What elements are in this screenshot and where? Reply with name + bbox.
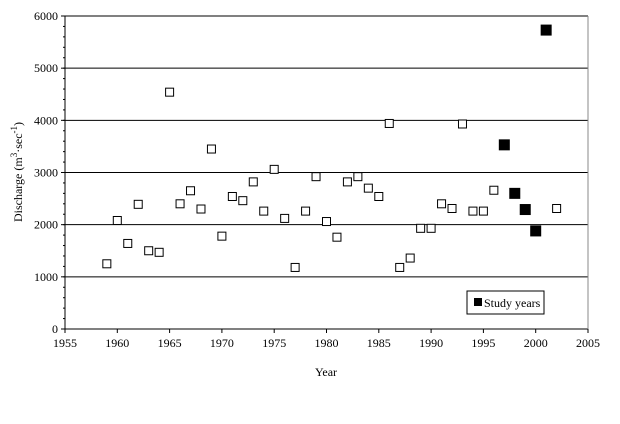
x-tick-label: 1970 (210, 336, 234, 350)
data-point-1989 (416, 223, 426, 233)
legend: Study years (466, 290, 545, 315)
data-point-1985 (374, 191, 384, 201)
data-point-1977 (290, 262, 300, 272)
data-points (102, 24, 562, 272)
legend-label: Study years (484, 296, 541, 310)
x-tick-label: 1965 (158, 336, 182, 350)
data-point-1961 (123, 238, 133, 248)
y-axis-label: Discharge (m3·sec-1) (9, 122, 25, 222)
study-year-point-1998 (509, 187, 521, 199)
data-point-1986 (384, 118, 394, 128)
x-tick-label: 2000 (524, 336, 548, 350)
study-year-point-1999 (519, 204, 531, 216)
y-tick-label: 1000 (34, 270, 58, 284)
y-tick-label: 4000 (34, 113, 58, 127)
data-point-1968 (196, 204, 206, 214)
data-point-1969 (206, 144, 216, 154)
data-point-1980 (322, 217, 331, 227)
data-point-1975 (269, 164, 279, 174)
data-point-2002 (552, 203, 562, 213)
study-year-point-2001 (540, 24, 552, 36)
data-point-1963 (144, 246, 154, 256)
data-point-1990 (426, 223, 436, 233)
data-point-1993 (457, 119, 467, 129)
x-tick-label: 1980 (315, 336, 339, 350)
x-tick-label: 1985 (367, 336, 391, 350)
y-tick-labels: 0 1000 2000 3000 4000 5000 6000 (34, 9, 58, 336)
data-point-1984 (363, 183, 373, 193)
x-tick-labels: 1955 1960 1965 1970 1975 1980 1985 1990 1995 2000… (53, 336, 600, 350)
data-point-1970 (217, 231, 227, 241)
data-point-1992 (447, 203, 457, 213)
data-point-1988 (405, 253, 415, 263)
data-point-1994 (468, 206, 478, 216)
y-tick-label: 2000 (34, 218, 58, 232)
data-point-1962 (133, 199, 143, 209)
study-year-point-2000 (530, 225, 542, 237)
data-point-1978 (301, 206, 311, 216)
data-point-1982 (342, 177, 352, 187)
data-point-1966 (175, 199, 185, 209)
data-point-1967 (186, 186, 196, 196)
data-point-1965 (165, 87, 175, 97)
y-tick-label: 0 (52, 322, 58, 336)
data-point-1972 (238, 196, 248, 206)
x-tick-label: 2005 (576, 336, 600, 350)
data-point-1996 (489, 185, 499, 195)
data-point-1979 (311, 172, 321, 182)
axes (61, 15, 589, 333)
y-tick-label: 3000 (34, 166, 58, 180)
data-point-1976 (280, 213, 290, 223)
y-tick-label: 6000 (34, 9, 58, 23)
data-point-1960 (112, 215, 122, 225)
legend-marker-filled-square (474, 298, 482, 306)
x-tick-label: 1990 (419, 336, 443, 350)
x-tick-label: 1995 (471, 336, 495, 350)
data-point-1959 (102, 259, 112, 269)
data-point-1974 (259, 206, 269, 216)
data-point-1973 (248, 177, 258, 187)
x-axis-label: Year (315, 365, 337, 379)
gridlines (65, 15, 588, 278)
data-point-1971 (227, 191, 237, 201)
legend-box (466, 290, 545, 315)
y-tick-label: 5000 (34, 61, 58, 75)
x-tick-label: 1955 (53, 336, 77, 350)
data-point-1983 (353, 172, 363, 182)
x-tick-label: 1960 (105, 336, 129, 350)
x-tick-label: 1975 (262, 336, 286, 350)
data-point-1987 (395, 262, 405, 272)
study-year-point-1997 (498, 139, 510, 151)
data-point-1981 (332, 232, 342, 242)
data-point-1995 (478, 206, 488, 216)
data-point-1991 (437, 199, 447, 209)
data-point-1964 (154, 247, 164, 257)
